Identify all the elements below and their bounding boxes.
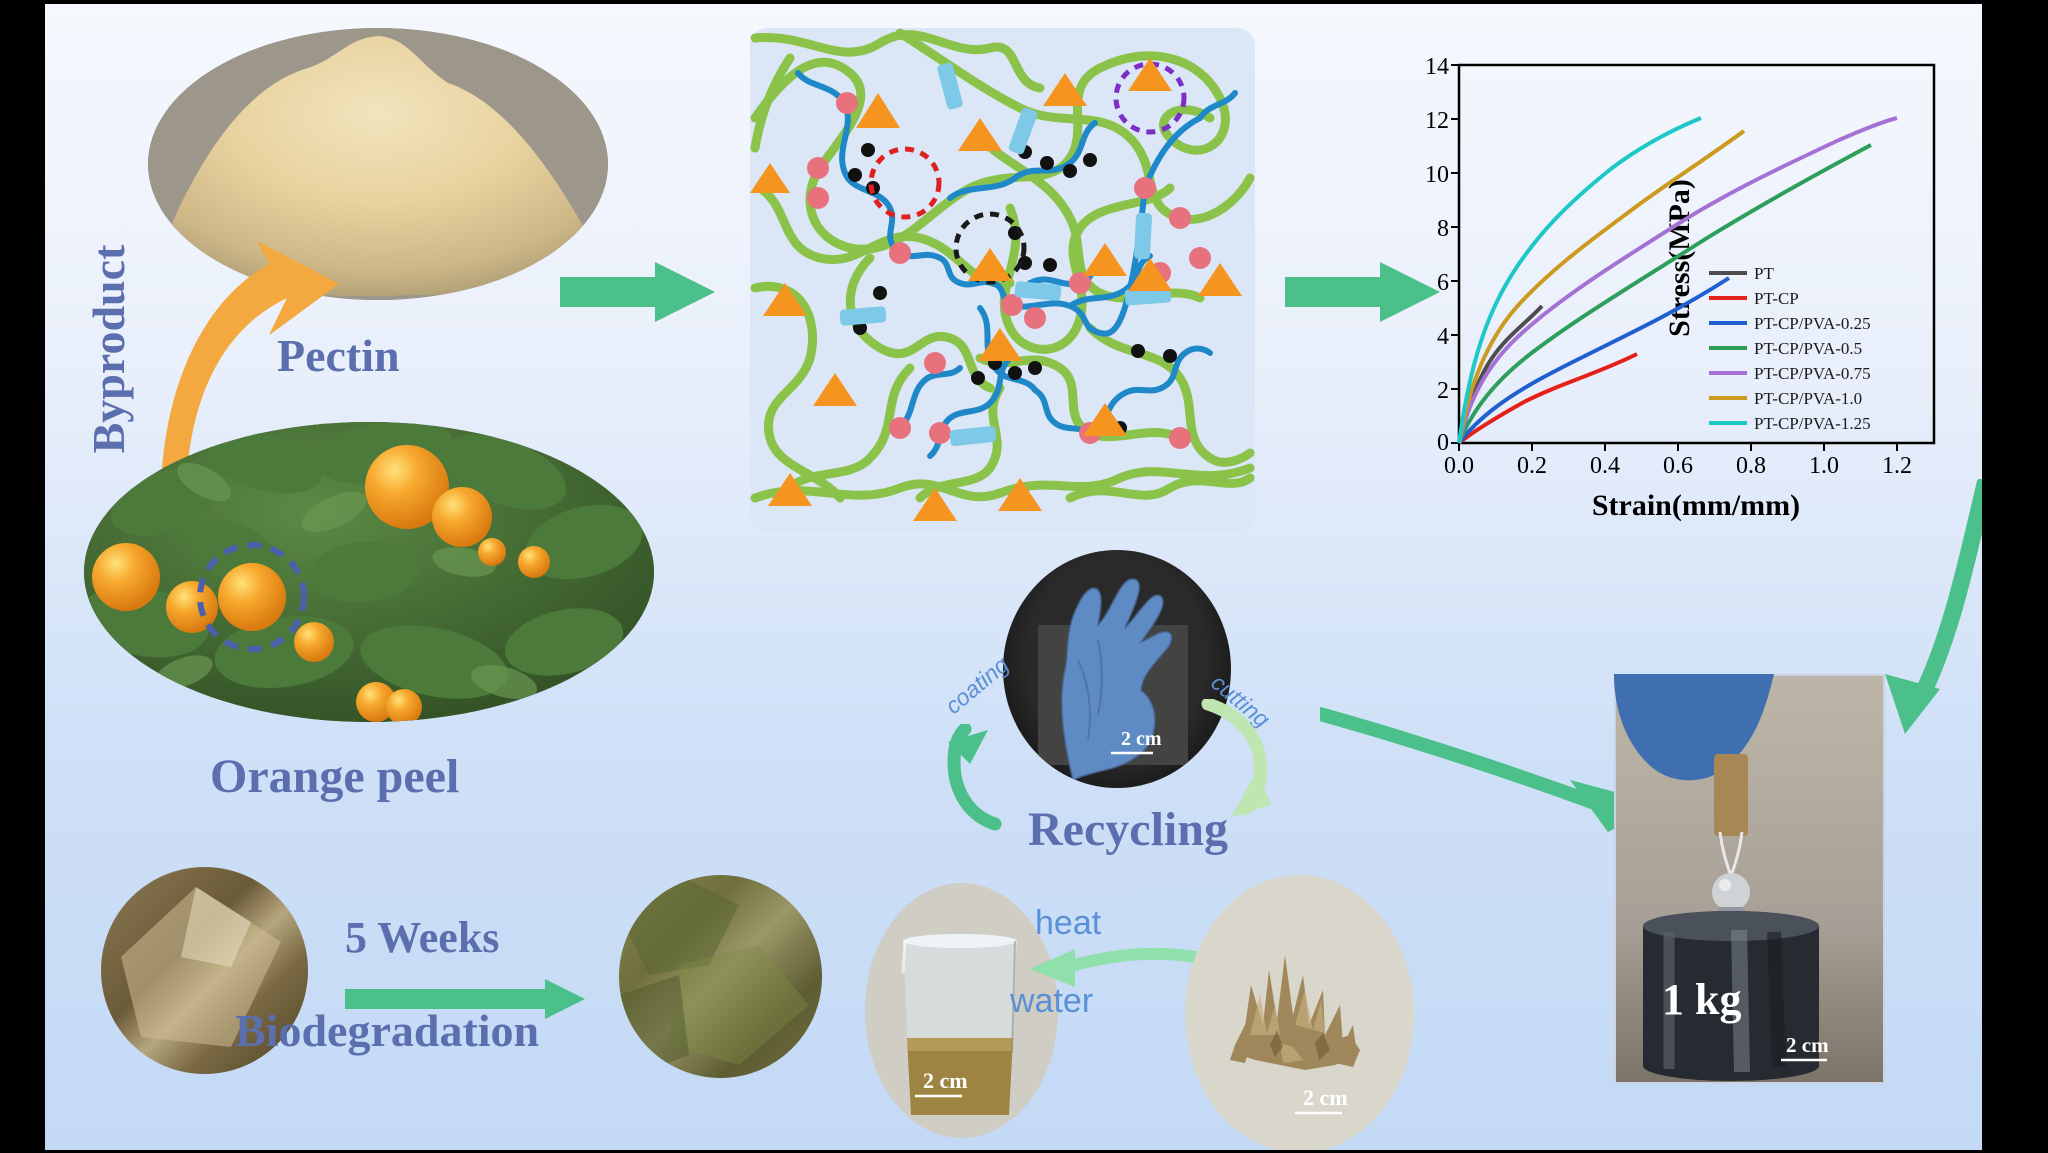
svg-text:6: 6 bbox=[1437, 270, 1449, 296]
svg-text:2 cm: 2 cm bbox=[1121, 728, 1162, 750]
svg-text:PT-CP: PT-CP bbox=[1754, 289, 1799, 308]
svg-text:4: 4 bbox=[1437, 324, 1449, 350]
svg-text:PT-CP/PVA-1.25: PT-CP/PVA-1.25 bbox=[1754, 414, 1871, 433]
svg-text:0.6: 0.6 bbox=[1663, 453, 1693, 479]
svg-text:1.2: 1.2 bbox=[1882, 453, 1912, 479]
svg-text:2 cm: 2 cm bbox=[1786, 1033, 1829, 1057]
svg-text:10: 10 bbox=[1425, 162, 1449, 188]
svg-text:2: 2 bbox=[1437, 378, 1449, 404]
svg-text:0.0: 0.0 bbox=[1444, 453, 1474, 479]
svg-text:PT-CP/PVA-1.0: PT-CP/PVA-1.0 bbox=[1754, 389, 1862, 408]
svg-text:2 cm: 2 cm bbox=[923, 1068, 968, 1093]
svg-text:12: 12 bbox=[1425, 108, 1449, 134]
svg-text:PT-CP/PVA-0.75: PT-CP/PVA-0.75 bbox=[1754, 364, 1871, 383]
svg-text:0.8: 0.8 bbox=[1736, 453, 1766, 479]
svg-text:0.4: 0.4 bbox=[1590, 453, 1620, 479]
svg-text:2 cm: 2 cm bbox=[1303, 1085, 1348, 1110]
svg-text:14: 14 bbox=[1425, 54, 1449, 80]
svg-text:PT: PT bbox=[1754, 264, 1774, 283]
svg-text:1.0: 1.0 bbox=[1809, 453, 1839, 479]
svg-text:Strain(mm/mm): Strain(mm/mm) bbox=[1592, 489, 1800, 522]
svg-text:PT-CP/PVA-0.5: PT-CP/PVA-0.5 bbox=[1754, 339, 1862, 358]
svg-text:1 kg: 1 kg bbox=[1662, 975, 1741, 1024]
svg-text:0.2: 0.2 bbox=[1517, 453, 1547, 479]
svg-text:8: 8 bbox=[1437, 216, 1449, 242]
svg-text:PT-CP/PVA-0.25: PT-CP/PVA-0.25 bbox=[1754, 314, 1871, 333]
